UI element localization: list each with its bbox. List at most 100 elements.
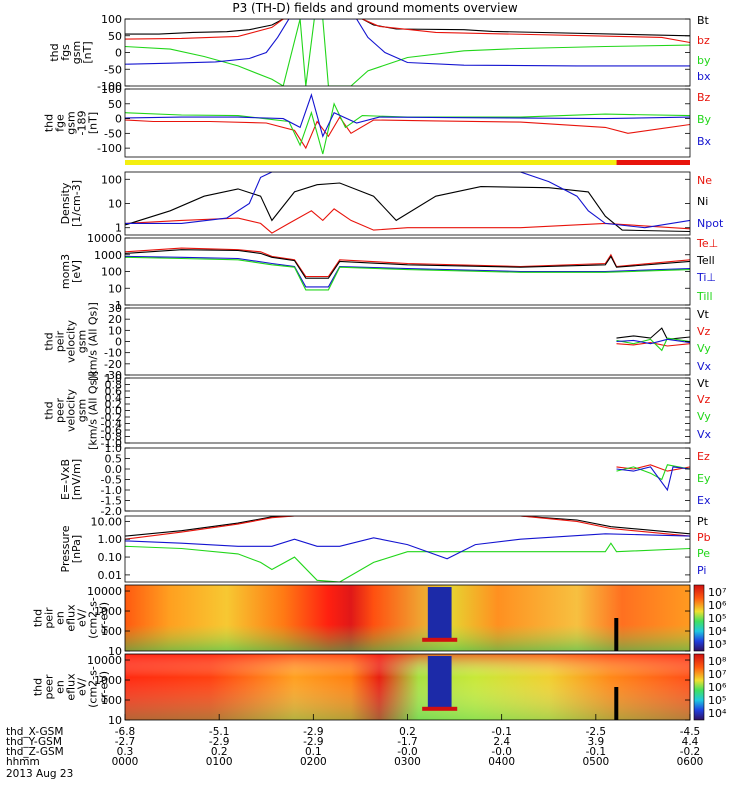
legend-by: by (697, 54, 711, 67)
y-tick-label: 10 (108, 324, 122, 337)
x-tick-label: 0.3 (117, 746, 134, 758)
y-axis-label: en (54, 680, 67, 694)
y-axis-label: sr-eV) (98, 671, 111, 703)
y-axis-label: sr-eV) (98, 602, 111, 634)
y-tick-label: 1000 (94, 674, 122, 687)
colorbar (693, 584, 705, 652)
series-line-by (125, 19, 690, 86)
y-tick-label: 1000 (94, 605, 122, 618)
y-tick-label: 0.01 (98, 569, 123, 582)
y-tick-label: 0.4 (105, 392, 123, 405)
y-tick-label: 10 (108, 198, 122, 211)
y-axis-label: thd (43, 401, 56, 419)
y-tick-label: 30 (108, 302, 122, 315)
x-tick-label: 4.4 (682, 736, 699, 748)
legend-Pt: Pt (697, 515, 709, 528)
y-axis-label: [eV] (70, 260, 83, 283)
y-axis-label: [nT] (87, 112, 100, 134)
legend-Vy: Vy (697, 342, 711, 355)
y-axis-label: velocity (65, 389, 78, 432)
x-tick-label: 0100 (206, 756, 233, 768)
panel-8: Pt Pb Pe Pi 10.00 1.00 0.10 0.01 Pressure[nPa] (59, 515, 711, 583)
series-line-Bx (125, 93, 690, 138)
series-line-Tell (125, 249, 690, 279)
y-axis-label: [km/s (All Qs)] (87, 302, 100, 381)
y-tick-label: 1 (115, 222, 122, 235)
legend-Vz: Vz (697, 393, 711, 406)
x-tick-label: 0.2 (211, 746, 228, 758)
legend-Vz: Vz (697, 325, 711, 338)
x-tick-label: 0400 (488, 756, 515, 768)
legend-Bt: Bt (697, 14, 710, 27)
y-axis-label: en (54, 611, 67, 625)
legend-Till: Till (696, 290, 713, 303)
legend-Ti⊥: Ti⊥ (696, 271, 716, 284)
y-axis-label: fge (54, 114, 67, 132)
x-tick-label: -2.7 (115, 736, 136, 748)
legend-Te⊥: Te⊥ (696, 237, 718, 250)
legend-By: By (697, 113, 712, 126)
panel-frame (124, 447, 691, 512)
colorbar-tick-label: 10⁴ (708, 625, 727, 638)
series-line-Ni (125, 182, 690, 233)
y-tick-label: -1.0 (101, 437, 122, 450)
y-tick-label: 0.8 (105, 379, 123, 392)
y-tick-label: 0.10 (98, 551, 123, 564)
y-axis-label: thd (43, 332, 56, 350)
colorbar-tick-label: 10³ (708, 638, 726, 651)
colorbar-tick-label: 10⁷ (708, 586, 726, 599)
y-axis-label: Density (59, 182, 72, 224)
y-tick-label: -30 (104, 369, 122, 382)
lobe-region (427, 587, 452, 639)
series-line-Ti⊥ (125, 255, 690, 288)
y-tick-label: -0.8 (101, 431, 122, 444)
y-axis-label: Pressure (59, 525, 72, 572)
legend-bx: bx (697, 70, 711, 83)
series-line-Bz (125, 116, 690, 150)
legend-Tell: Tell (696, 254, 715, 267)
legend-Bz: Bz (697, 91, 711, 104)
y-tick-label: 0.0 (105, 463, 123, 476)
y-axis-label: fgs (59, 44, 72, 61)
colorbar-tick-label: 10⁸ (708, 655, 727, 668)
series-line-bx (125, 19, 690, 67)
colorbar-tick-label: 10⁴ (708, 707, 727, 720)
series-line-Pt (125, 516, 690, 537)
y-axis-label: thd (48, 43, 61, 61)
panel-frame (124, 88, 691, 158)
date-label: 2013 Aug 23 (6, 768, 73, 780)
y-axis-label: peir (54, 330, 67, 352)
y-tick-label: 0.6 (105, 385, 123, 398)
legend-Ni: Ni (697, 195, 708, 208)
y-tick-label: -100 (97, 142, 122, 155)
x-tick-label: -1.7 (397, 736, 418, 748)
spectrogram-overlay (125, 654, 690, 720)
y-tick-label: 100 (101, 83, 122, 96)
y-axis-label: [km/s (All Qs)] (87, 371, 100, 450)
y-axis-label: E=-VxB (59, 459, 72, 500)
y-tick-label: 100 (101, 266, 122, 279)
lobe-edge (422, 637, 458, 642)
series-line-Ey (616, 464, 690, 481)
panel-7: Ez Ey Ex 1.00.50.0-0.5-1.0-1.5-2.0 E=-VxB[mV… (59, 442, 711, 518)
y-tick-label: 1.0 (105, 442, 123, 455)
x-tick-label: 0000 (112, 756, 139, 768)
y-tick-label: 1.0 (105, 372, 123, 385)
legend-Ex: Ex (697, 494, 711, 507)
y-axis-label: thd (43, 114, 56, 132)
series-line-Till (125, 256, 690, 291)
x-row-label: thd_Y-GSM (6, 736, 62, 748)
y-axis-label: [mV/m] (70, 459, 83, 500)
series-line-Pi (125, 533, 690, 560)
x-row-label: hhmm (6, 756, 40, 768)
series-line-Vz (616, 342, 690, 347)
y-tick-label: -20 (104, 358, 122, 371)
legend-Vx: Vx (697, 428, 712, 441)
legend-Ey: Ey (697, 472, 711, 485)
y-axis-label: gsm (70, 41, 83, 64)
series-line-Vx (616, 338, 690, 345)
